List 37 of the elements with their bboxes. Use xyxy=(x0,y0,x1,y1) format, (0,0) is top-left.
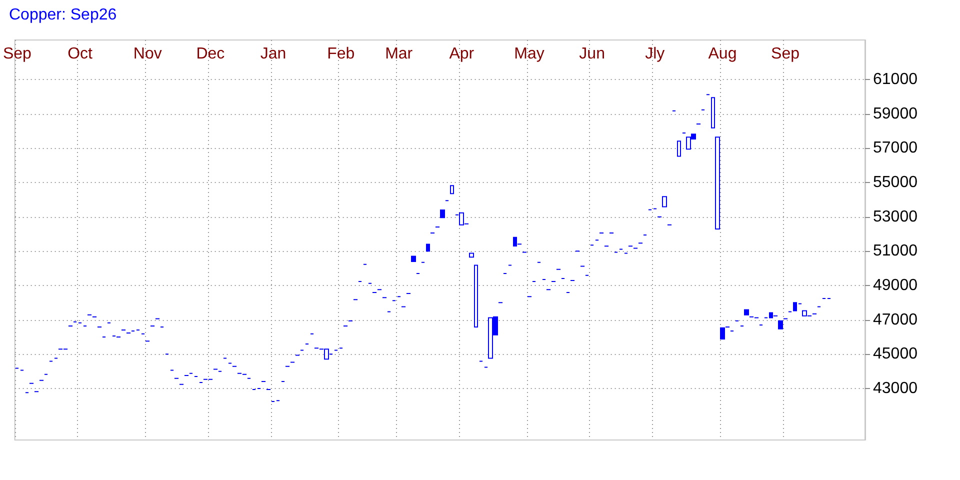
candlestick xyxy=(411,256,416,262)
x-tick-label: Aug xyxy=(708,46,737,62)
candlestick xyxy=(778,320,783,330)
candlestick xyxy=(677,140,681,157)
candlestick xyxy=(450,185,454,194)
x-tick-label: Jly xyxy=(645,46,665,62)
candlestick xyxy=(426,244,430,252)
chart-title: Copper: Sep26 xyxy=(9,6,117,24)
candlestick xyxy=(440,209,445,218)
x-tick-label: Sep xyxy=(771,46,800,62)
x-tick-label: May xyxy=(514,46,544,62)
candlestick xyxy=(720,327,725,340)
y-tick-label: 51000 xyxy=(873,242,918,260)
x-tick-label: Nov xyxy=(133,46,162,62)
y-tick-label: 59000 xyxy=(873,105,918,122)
y-tick-label: 53000 xyxy=(873,208,918,226)
x-tick-label: Jan xyxy=(260,46,286,62)
candlestick xyxy=(711,97,715,128)
x-tick-label: Oct xyxy=(68,46,94,62)
x-tick-label: Sep xyxy=(2,46,32,62)
candlestick xyxy=(744,309,749,316)
x-tick-label: Dec xyxy=(196,46,225,62)
y-tick-label: 57000 xyxy=(873,140,918,157)
candlestick xyxy=(469,252,474,258)
y-tick-label: 45000 xyxy=(873,346,918,363)
x-tick-label: Feb xyxy=(327,46,355,62)
y-tick-label: 55000 xyxy=(873,174,918,191)
candlestick xyxy=(715,136,720,230)
x-tick-label: Apr xyxy=(449,46,475,62)
y-tick-label: 47000 xyxy=(873,311,918,328)
x-tick-label: Mar xyxy=(385,46,414,62)
candlestick xyxy=(474,264,478,328)
candlestick xyxy=(662,196,667,208)
y-tick-label: 61000 xyxy=(873,70,918,88)
y-tick-label: 43000 xyxy=(873,380,918,397)
y-tick-label: 49000 xyxy=(873,276,918,294)
x-tick-label: Jun xyxy=(579,46,605,62)
